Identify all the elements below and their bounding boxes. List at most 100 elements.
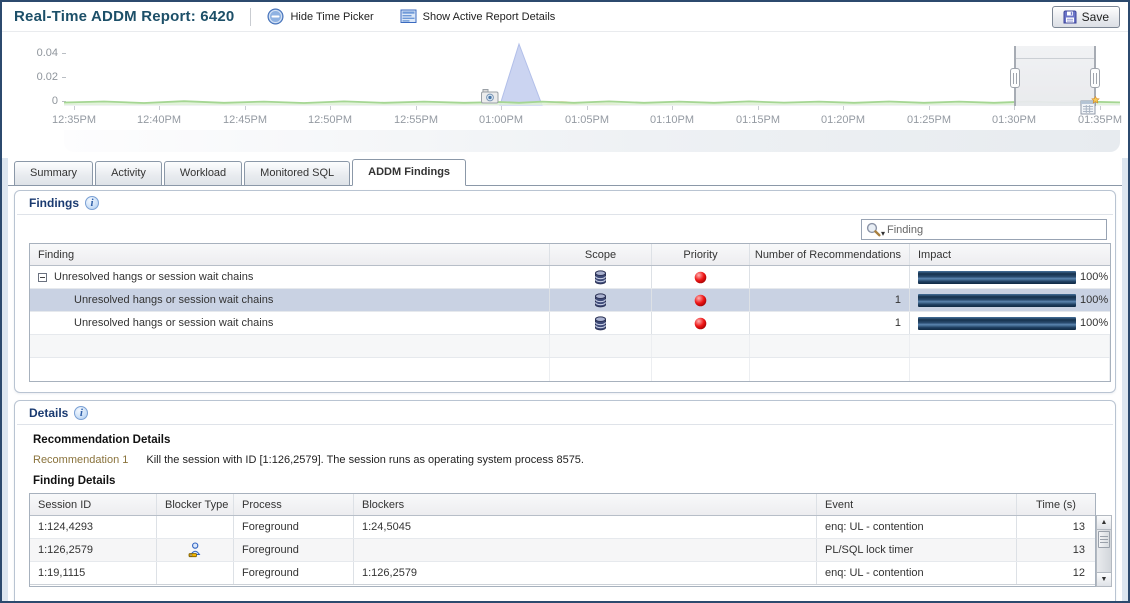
details-panel: Details i Recommendation Details Recomme…	[14, 400, 1116, 601]
window-edge-right	[1122, 32, 1128, 601]
num-recommendations: 1	[750, 312, 910, 334]
x-tick-mark	[501, 106, 502, 110]
x-tick-mark	[330, 106, 331, 110]
x-tick-mark	[159, 106, 160, 110]
finding-details-table: Session ID Blocker Type Process Blockers…	[29, 493, 1096, 587]
blockers	[354, 539, 817, 561]
x-tick-mark	[843, 106, 844, 110]
database-cylinder-icon	[594, 315, 607, 330]
col-blockers[interactable]: Blockers	[354, 494, 817, 515]
x-tick-mark	[929, 106, 930, 110]
selection-right-handle[interactable]	[1090, 68, 1100, 88]
tab-workload[interactable]: Workload	[163, 161, 243, 185]
tab-summary[interactable]: Summary	[14, 161, 94, 185]
findings-table: Finding Scope Priority Number of Recomme…	[29, 243, 1111, 382]
camera-icon[interactable]	[481, 89, 499, 104]
x-tick-mark	[1014, 106, 1015, 110]
show-active-report-details-button[interactable]: Show Active Report Details	[400, 9, 555, 24]
x-tick-mark	[587, 106, 588, 110]
y-tick-label: 0.04	[36, 47, 58, 59]
x-tick-label: 01:30PM	[991, 114, 1037, 126]
tab-addm-findings[interactable]: ADDM Findings	[352, 159, 467, 186]
info-icon[interactable]: i	[85, 196, 99, 210]
x-tick-label: 12:55PM	[393, 114, 439, 126]
impact-bar	[918, 316, 1076, 330]
floppy-disk-icon	[1063, 10, 1077, 23]
col-session-id[interactable]: Session ID	[30, 494, 157, 515]
hide-time-picker-button[interactable]: Hide Time Picker	[267, 8, 374, 25]
col-scope[interactable]: Scope	[550, 244, 652, 265]
y-tick-mark	[62, 53, 66, 54]
x-tick-label: 01:00PM	[478, 114, 524, 126]
x-tick-mark	[758, 106, 759, 110]
empty-row	[30, 335, 1110, 358]
col-blocker-type[interactable]: Blocker Type	[157, 494, 234, 515]
calendar-star-icon[interactable]	[1079, 96, 1100, 117]
finding-row[interactable]: Unresolved hangs or session wait chains	[30, 312, 1110, 335]
findings-table-header: Finding Scope Priority Number of Recomme…	[30, 244, 1110, 266]
col-finding[interactable]: Finding	[30, 244, 550, 265]
scroll-down-button[interactable]: ▼	[1097, 572, 1111, 586]
x-tick-label: 12:45PM	[222, 114, 268, 126]
process: Foreground	[234, 562, 354, 584]
red-sphere-icon	[694, 294, 707, 306]
scroll-up-button[interactable]: ▲	[1097, 516, 1111, 530]
findings-title: Findings	[29, 196, 79, 210]
time-picker-track	[64, 130, 1120, 152]
x-tick-mark	[245, 106, 246, 110]
scrollbar-thumb[interactable]	[1098, 531, 1110, 548]
report-tabbar: Summary Activity Workload Monitored SQL …	[8, 158, 1122, 186]
red-sphere-icon	[694, 317, 707, 329]
tab-monitored-sql[interactable]: Monitored SQL	[244, 161, 351, 185]
finding-row[interactable]: Unresolved hangs or session wait chains	[30, 266, 1110, 289]
vertical-scrollbar[interactable]: ▲ ▼	[1096, 515, 1112, 587]
y-tick-label: 0	[51, 95, 58, 107]
col-num-recommendations[interactable]: Number of Recommendations	[750, 244, 910, 265]
empty-row	[30, 358, 1110, 381]
col-process[interactable]: Process	[234, 494, 354, 515]
report-window-icon	[400, 9, 417, 23]
finding-row-selected[interactable]: Unresolved hangs or session wait chains	[30, 289, 1110, 312]
x-tick-label: 12:50PM	[307, 114, 353, 126]
x-tick-mark	[416, 106, 417, 110]
col-time-s[interactable]: Time (s)	[1036, 498, 1076, 511]
event: PL/SQL lock timer	[817, 539, 1017, 561]
collapse-toggle-icon[interactable]	[38, 272, 47, 282]
top-toolbar: Real-Time ADDM Report: 6420 Hide Time Pi…	[2, 2, 1128, 32]
event: enq: UL - contention	[817, 516, 1017, 538]
search-options-caret-icon[interactable]: ▾	[881, 228, 886, 238]
num-recommendations	[750, 266, 910, 288]
findings-search-row: ▾	[15, 215, 1115, 243]
window-edge-left	[2, 32, 8, 601]
save-button[interactable]: Save	[1051, 5, 1120, 28]
session-row[interactable]: 1:124,4293 Foreground 1:24,5045 enq: UL …	[30, 516, 1095, 539]
col-priority[interactable]: Priority	[652, 244, 750, 265]
x-tick-label: 12:35PM	[51, 114, 97, 126]
x-tick-mark	[1100, 106, 1101, 110]
finding-search-box[interactable]: ▾	[861, 219, 1107, 240]
selection-left-handle[interactable]	[1010, 68, 1020, 88]
handle-grip	[1013, 72, 1017, 84]
session-row[interactable]: 1:19,1115 Foreground 1:126,2579 enq: UL …	[30, 562, 1095, 585]
col-event[interactable]: Event	[817, 494, 1017, 515]
x-tick-label: 01:05PM	[564, 114, 610, 126]
info-icon[interactable]: i	[74, 406, 89, 420]
x-tick-label: 01:10PM	[649, 114, 695, 126]
impact-percent: 100%	[1080, 294, 1109, 306]
person-key-icon	[188, 542, 201, 558]
details-title: Details	[29, 406, 69, 420]
blockers: 1:24,5045	[354, 516, 817, 538]
finding-search-input[interactable]	[887, 223, 1102, 236]
activity-sparkline	[64, 42, 1120, 106]
col-impact[interactable]: Impact	[918, 248, 952, 261]
session-id: 1:126,2579	[30, 539, 157, 561]
y-tick-mark	[62, 77, 66, 78]
panel-separator	[17, 424, 1113, 425]
x-tick-label: 01:25PM	[906, 114, 952, 126]
event: enq: UL - contention	[817, 562, 1017, 584]
magnifier-icon[interactable]	[866, 222, 882, 237]
session-row[interactable]: 1:126,2579 Foreground PL/SQL lock timer …	[30, 539, 1095, 562]
time-picker-selection[interactable]	[1010, 46, 1100, 115]
tab-activity[interactable]: Activity	[95, 161, 162, 185]
